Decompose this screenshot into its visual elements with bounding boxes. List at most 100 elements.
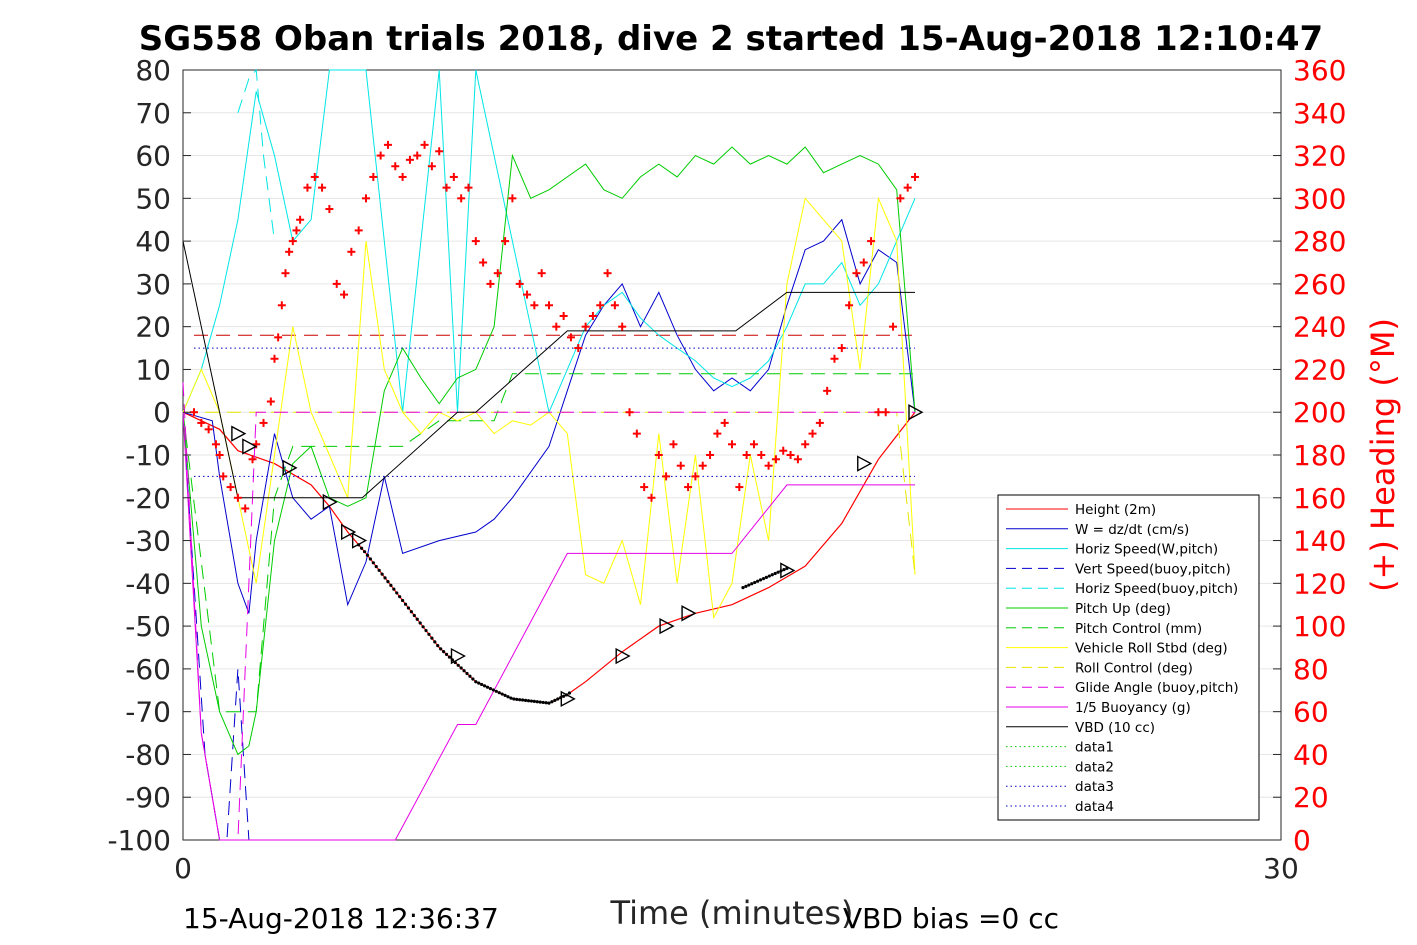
y-right-tick-label: 60 (1293, 696, 1329, 729)
trajectory-dot (374, 564, 378, 569)
trajectory-dot (362, 550, 367, 554)
trajectory-dot (465, 671, 469, 676)
heading-point (457, 194, 466, 203)
trajectory-dot (403, 602, 408, 606)
trajectory-dot (767, 574, 771, 578)
heading-point (420, 140, 429, 149)
depth-marker (659, 617, 675, 635)
heading-point (720, 418, 729, 427)
trajectory-dot (377, 568, 381, 572)
trajectory-dot (550, 700, 554, 704)
heading-point (786, 451, 795, 459)
right-axis-label: (+) Heading (°M) (1364, 318, 1402, 592)
series-line-roll-control-deg (183, 411, 916, 575)
heading-point (603, 269, 612, 278)
heading-point (625, 408, 634, 417)
trajectory-dot (371, 561, 375, 565)
depth-marker (857, 455, 873, 472)
trajectory-dot (389, 583, 393, 587)
heading-point (362, 194, 370, 203)
heading-point (332, 279, 341, 288)
heading-point (292, 226, 301, 235)
y-left-tick-label: -20 (125, 482, 171, 515)
heading-point (241, 504, 250, 513)
heading-point (347, 247, 356, 256)
y-right-tick-label: 160 (1293, 482, 1346, 515)
trajectory-dot (503, 693, 507, 698)
footer-timestamp: 15-Aug-2018 12:36:37 (183, 902, 499, 935)
trajectory-dot (456, 663, 460, 667)
trajectory-dot (480, 682, 484, 687)
heading-point (325, 205, 334, 214)
heading-point (574, 344, 583, 353)
heading-point (266, 397, 275, 406)
legend-label: Pitch Control (mm) (1075, 621, 1202, 637)
depth-marker (351, 532, 368, 549)
heading-point (566, 333, 575, 342)
y-right-tick-label: 180 (1293, 439, 1346, 472)
heading-point (248, 455, 257, 464)
heading-point (537, 269, 546, 278)
heading-point (310, 172, 319, 181)
series-line-horiz-speed-buoy-pitch (237, 68, 275, 242)
series-line-vert-speed-buoy-pitch (182, 412, 257, 841)
heading-point (259, 418, 268, 427)
legend: Height (2m) W = dz/dt (cm/s) Horiz Speed(W… (997, 494, 1260, 821)
y-right-tick-label: 140 (1293, 525, 1346, 558)
heading-point (815, 418, 824, 427)
trajectory-dot (750, 582, 754, 586)
trajectory-dot (518, 698, 522, 702)
heading-point (442, 183, 451, 192)
trajectory-dot (556, 697, 560, 701)
heading-point (728, 440, 736, 449)
y-left-tick-label: 20 (135, 311, 171, 344)
heading-point (204, 425, 213, 434)
heading-point (530, 301, 539, 310)
trajectory-dot (392, 587, 396, 591)
y-right-tick-label: 20 (1293, 781, 1329, 814)
trajectory-dot (773, 571, 777, 576)
heading-point (911, 172, 919, 181)
y-right-tick-label: 40 (1293, 738, 1329, 771)
heading-point (845, 301, 854, 310)
depth-marker (450, 647, 466, 665)
heading-point (464, 183, 473, 192)
trajectory-dot (553, 698, 557, 702)
heading-point (830, 354, 839, 363)
heading-point (405, 155, 414, 164)
y-left-tick-label: 10 (135, 353, 171, 386)
legend-label: data3 (1075, 779, 1114, 795)
trajectory-dot (398, 595, 402, 599)
trajectory-dot (538, 700, 542, 704)
trajectory-dot (383, 576, 387, 580)
x-tick-label: 0 (174, 852, 192, 885)
trajectory-dot (758, 578, 763, 582)
series-line-height-2m (182, 411, 916, 704)
trajectory-dot (360, 546, 364, 550)
y-left-tick-label: -30 (125, 525, 171, 558)
heading-point (793, 455, 802, 464)
heading-point (632, 429, 641, 438)
series-layer (182, 68, 924, 841)
heading-point (270, 354, 279, 363)
legend-label: data4 (1075, 799, 1114, 815)
y-left-tick-label: 80 (135, 54, 171, 87)
heading-point (435, 147, 444, 156)
depth-marker (242, 438, 258, 455)
trajectory-dot (415, 617, 419, 621)
legend-label: 1/5 Buoyancy (g) (1075, 700, 1191, 716)
trajectory-dot (427, 632, 431, 636)
y-right-tick-label: 220 (1293, 353, 1346, 386)
trajectory-dot (509, 696, 513, 700)
heading-point (545, 301, 553, 310)
trajectory-dot (485, 685, 490, 689)
trajectory-dot (761, 577, 766, 581)
depth-marker (780, 562, 796, 579)
series-line-vbd-10-cc (182, 240, 915, 499)
footer-vbd-bias: VBD bias =0 cc (843, 902, 1059, 935)
heading-point (889, 322, 898, 331)
heading-point (896, 194, 905, 203)
y-left-tick-label: -60 (125, 653, 171, 686)
trajectory-dot (424, 628, 428, 633)
